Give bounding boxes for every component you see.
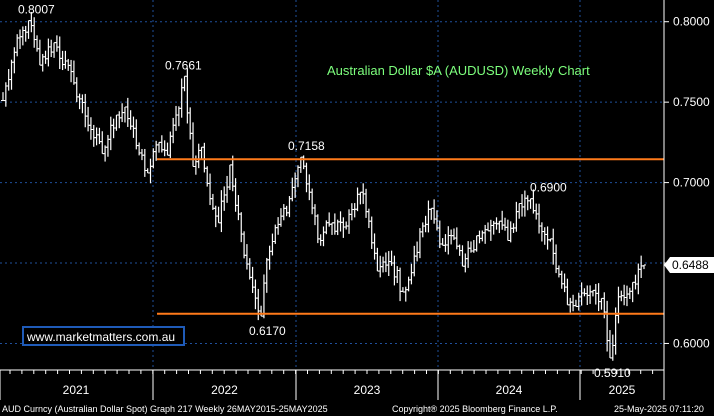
y-tick-label: 0.7500 — [673, 95, 710, 109]
y-tick-label: 0.7000 — [673, 176, 710, 190]
x-tick-label: 2022 — [211, 383, 238, 397]
footer-center: Copyright® 2025 Bloomberg Finance L.P. — [392, 404, 558, 414]
chart-title: Australian Dollar $A (AUDUSD) Weekly Cha… — [327, 63, 590, 78]
annotation-label: 0.7158 — [288, 139, 325, 153]
annotation-label: 0.8007 — [18, 3, 55, 17]
footer-left: AUD Curncy (Australian Dollar Spot) Grap… — [2, 404, 328, 414]
last-price-label: 0.6488 — [672, 258, 709, 272]
watermark-text: www.marketmatters.com.au — [26, 330, 175, 344]
price-annotations: 0.8007 0.7661 0.7158 0.6900 0.6170 0.5910 — [18, 3, 631, 380]
x-tick-label: 2023 — [354, 383, 381, 397]
y-tick-label: 0.8000 — [673, 15, 710, 29]
annotation-label: 0.6900 — [530, 181, 567, 195]
watermark-box — [22, 326, 185, 346]
footer-right: 25-May-2025 07:11:20 — [614, 404, 704, 414]
x-tick-label: 2025 — [609, 383, 636, 397]
horizontal-levels — [157, 158, 664, 315]
ohlc-bar — [642, 264, 646, 270]
x-tick-label: 2024 — [496, 383, 523, 397]
x-axis: 2021 2022 2023 2024 2025 — [0, 369, 665, 400]
annotation-label: 0.6170 — [249, 324, 286, 338]
price-bars — [1, 11, 646, 361]
y-tick-label: 0.6000 — [673, 336, 710, 350]
annotation-label: 0.7661 — [165, 58, 202, 72]
last-price-marker — [664, 256, 714, 273]
x-tick-label: 2021 — [63, 383, 90, 397]
annotation-label: 0.5910 — [594, 366, 631, 380]
